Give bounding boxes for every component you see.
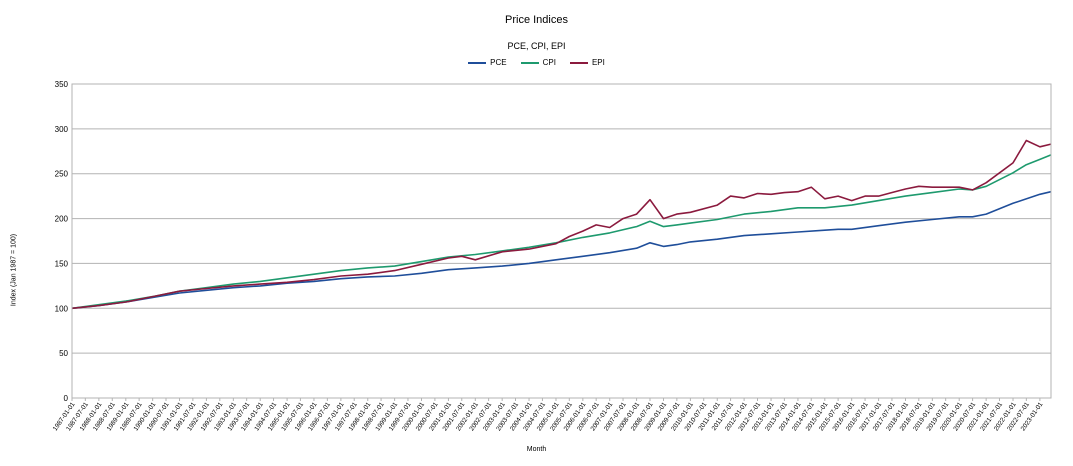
chart-title: Price Indices	[505, 14, 568, 26]
legend-item-pce: PCE	[468, 58, 507, 67]
legend-swatch	[520, 61, 539, 64]
legend-label: EPI	[591, 58, 605, 67]
y-tick-label: 100	[55, 304, 69, 313]
x-axis-tick-labels: 1987-01-011987-07-011988-01-011988-07-01…	[52, 398, 1045, 432]
y-tick-label: 300	[55, 125, 69, 134]
plot-area-frame	[71, 83, 1052, 399]
legend-swatch	[569, 61, 588, 64]
y-tick-label: 350	[55, 80, 69, 89]
series-line-epi	[71, 139, 1052, 310]
series-line-cpi	[71, 154, 1052, 310]
x-axis-label: Month	[526, 446, 547, 453]
y-tick-label: 50	[59, 349, 68, 358]
legend-swatch	[468, 61, 487, 64]
legend-item-cpi: CPI	[520, 58, 556, 67]
y-axis-label: Index (Jan 1987 = 100)	[10, 233, 18, 307]
series-line-pce	[71, 190, 1052, 310]
y-tick-label: 150	[55, 259, 69, 268]
series-lines	[71, 139, 1052, 310]
y-axis-tick-labels: 0 50 100 150 200 250 300 350	[55, 80, 69, 403]
y-tick-label: 0	[64, 394, 69, 403]
legend-label: CPI	[542, 58, 556, 67]
y-tick-label: 200	[55, 215, 69, 224]
legend-label: PCE	[490, 58, 507, 67]
y-tick-label: 250	[55, 170, 69, 179]
chart-subtitle: PCE, CPI, EPI	[507, 41, 566, 51]
legend: PCE CPI EPI	[0, 58, 1073, 67]
legend-item-epi: EPI	[569, 58, 605, 67]
gridlines	[72, 83, 1051, 399]
